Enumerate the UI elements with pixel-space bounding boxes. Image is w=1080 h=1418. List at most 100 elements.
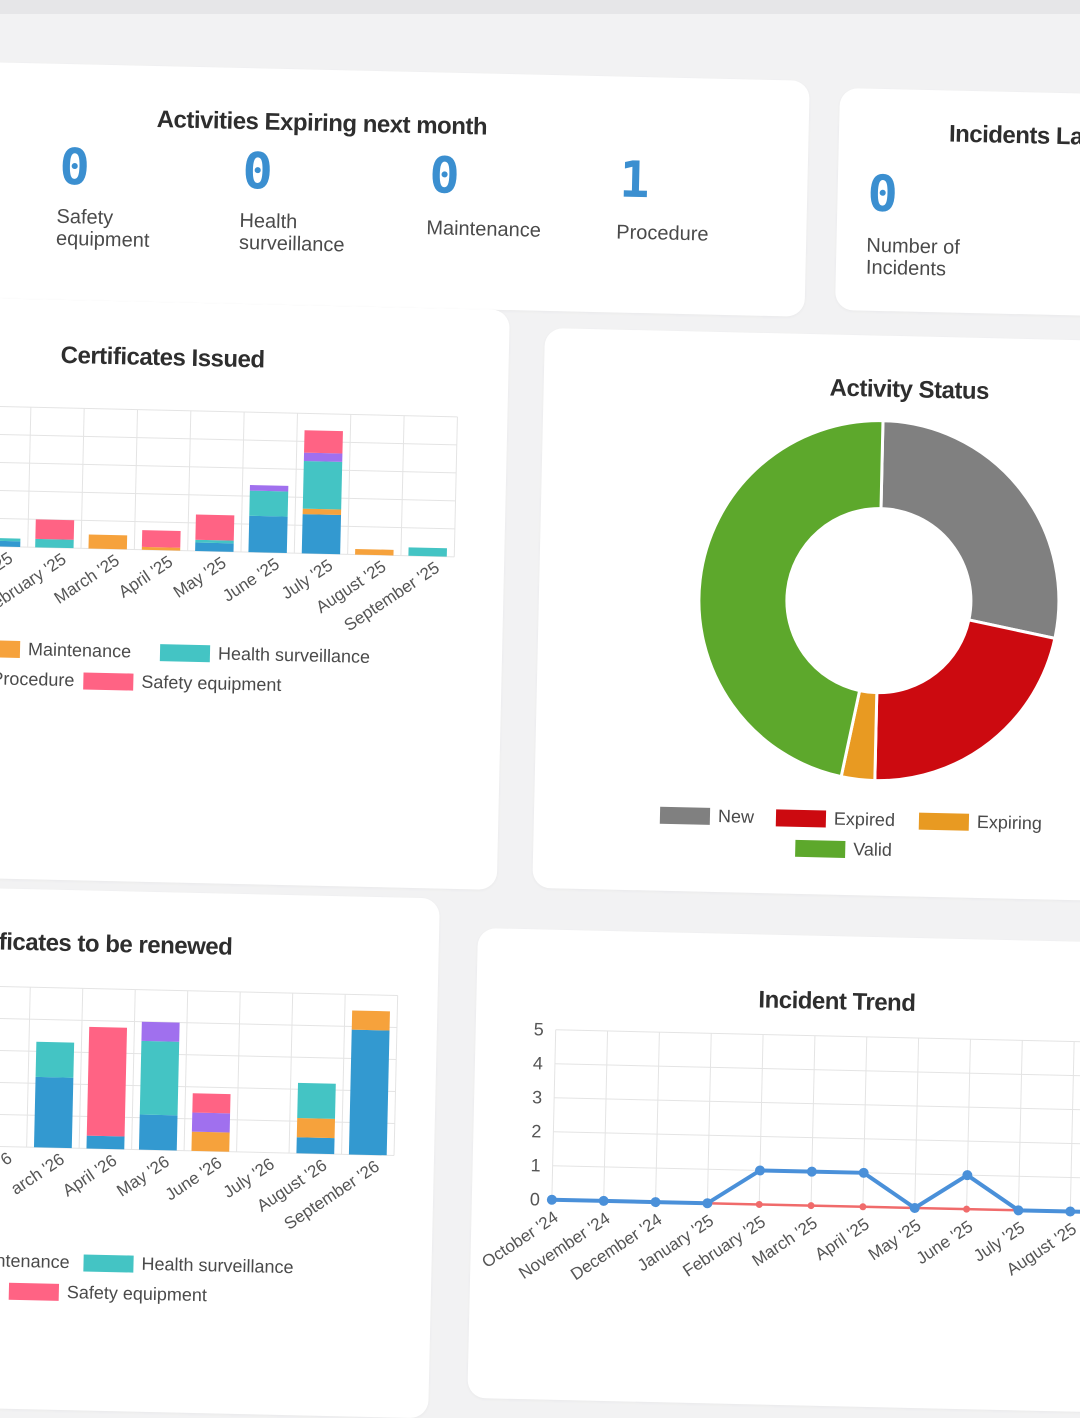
legend-item-safety-equipment[interactable]: Safety equipment (83, 670, 282, 695)
x-tick-label: December '24 (567, 1210, 665, 1284)
x-tick-label: September '25 (341, 558, 443, 635)
y-tick-label: 2 (531, 1121, 541, 1141)
series-point (807, 1202, 815, 1210)
grid-line (655, 1032, 660, 1203)
donut-slice (879, 419, 1061, 641)
legend-label-new: New (717, 806, 755, 827)
legend-item-expiring[interactable]: Expiring (918, 811, 1042, 835)
bar-segment (296, 1137, 335, 1155)
legend-item-expired[interactable]: Expired (775, 807, 896, 831)
grid-line (400, 415, 405, 556)
grid-line (0, 405, 458, 418)
legend-label-procedure: e (0, 1280, 1, 1301)
grid-line (1069, 1041, 1075, 1212)
legend-swatch-safety-equipment (83, 672, 134, 691)
grid-line (554, 1097, 1080, 1113)
grid-line (133, 409, 139, 550)
bar-segment (0, 537, 21, 542)
legend-label-safety-equipment: Safety equipment (141, 671, 282, 695)
stat-safety-equipment-label: Safety equipment (55, 205, 150, 252)
grid-line (341, 994, 346, 1155)
certificates-issued-title: Certificates Issued (60, 341, 265, 374)
bar-segment (191, 1131, 230, 1152)
legend-label-health-surveillance: Health surveillance (217, 643, 371, 667)
legend-label-procedure: Procedure (0, 668, 75, 691)
bar-segment (297, 1082, 336, 1119)
bar-segment (192, 1093, 231, 1114)
stat-health-surveillance-value: 0 (241, 141, 274, 201)
series-point (909, 1202, 920, 1213)
activities-expiring-title: Activities Expiring next month (156, 106, 488, 141)
grid-line (131, 989, 136, 1150)
bar-segment (195, 514, 235, 541)
stat-health-surveillance-label: Health surveillance (238, 209, 345, 257)
grid-line (347, 414, 352, 555)
series-point (598, 1195, 609, 1206)
legend-swatch-expiring (918, 812, 970, 831)
series-point (755, 1200, 763, 1208)
bar-segment (303, 452, 343, 462)
series-point (1013, 1205, 1024, 1216)
stat-maintenance-value: 0 (428, 146, 461, 205)
legend-item-procedure[interactable]: e (0, 1280, 1, 1301)
legend-label-expired: Expired (833, 808, 896, 831)
series-point (702, 1198, 713, 1209)
grid-line (810, 1035, 816, 1206)
y-tick-label: 4 (533, 1053, 543, 1073)
series-point (963, 1205, 971, 1213)
incidents-title: Incidents La (948, 120, 1080, 151)
grid-line (240, 412, 245, 552)
x-tick-label: November '24 (515, 1209, 613, 1283)
certificates-renewed-title: ficates to be renewed (0, 928, 233, 961)
legend-item-maintenance[interactable]: Maintenance (0, 638, 131, 663)
bar-segment (141, 546, 181, 551)
legend-swatch-new (659, 806, 711, 825)
x-tick-label: September '26 (281, 1157, 383, 1234)
grid-line (0, 1017, 397, 1028)
grid-line (914, 1038, 920, 1208)
legend-item-valid[interactable]: Valid (795, 838, 892, 861)
bar-segment (86, 1135, 125, 1150)
bar-segment (348, 1029, 390, 1156)
series-line (551, 1168, 1080, 1215)
legend-item-safety-equipment[interactable]: Safety equipment (8, 1281, 208, 1306)
grid-line (0, 433, 457, 446)
bar-segment (195, 542, 234, 552)
x-tick-label: April '25 (115, 552, 176, 602)
x-tick-label: May '25 (170, 553, 230, 602)
x-tick-label: 6 (0, 1148, 15, 1169)
stat-safety-equipment-value: 0 (58, 137, 91, 197)
bar-segment (141, 530, 181, 548)
grid-line (554, 1063, 1080, 1079)
stat-maintenance-label: Maintenance (426, 217, 542, 242)
y-tick-label: 0 (530, 1189, 540, 1209)
series-point (1065, 1206, 1076, 1217)
legend-label-maintenance: intenance (0, 1250, 70, 1273)
donut-slice (873, 618, 1057, 783)
legend-item-new[interactable]: New (659, 805, 755, 828)
grid-line (80, 408, 85, 549)
grid-line (293, 413, 298, 554)
bar-segment (33, 1076, 74, 1149)
legend-item-maintenance[interactable]: intenance (0, 1250, 70, 1273)
grid-line (551, 1029, 557, 1200)
legend-item-procedure[interactable]: Procedure (0, 668, 75, 691)
y-tick-label: 1 (530, 1155, 540, 1175)
grid-line (27, 407, 32, 548)
legend-swatch-expired (775, 809, 827, 828)
x-tick-label: April '26 (59, 1151, 120, 1201)
bar-segment (138, 1114, 178, 1151)
bar-segment (249, 490, 289, 517)
x-tick-label: April '25 (811, 1215, 872, 1265)
bar-segment (0, 540, 21, 547)
y-tick-label: 5 (533, 1019, 543, 1039)
grid-line (236, 991, 241, 1152)
grid-line (553, 1131, 1080, 1147)
bar-segment (35, 538, 74, 549)
grid-line (393, 995, 399, 1156)
x-tick-label: June '25 (219, 554, 283, 605)
bar-segment (141, 1021, 180, 1042)
